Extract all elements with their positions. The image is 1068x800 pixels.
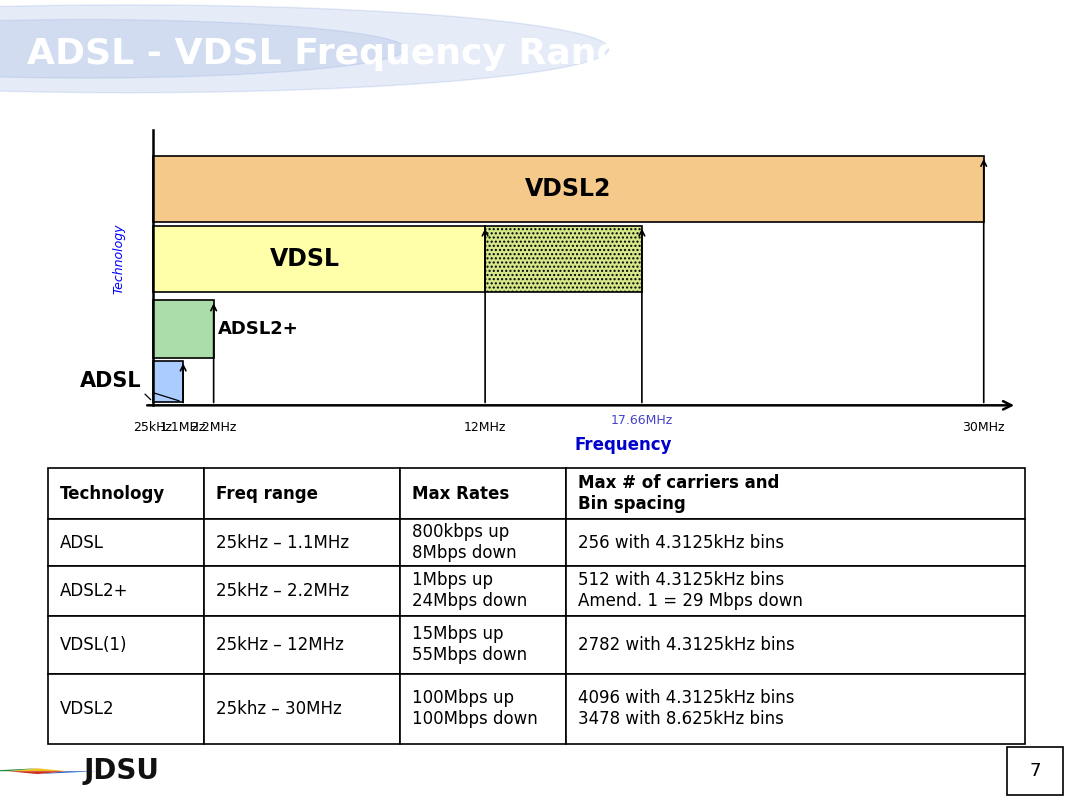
Bar bbox=[566, 674, 1025, 744]
Text: 2.2MHz: 2.2MHz bbox=[190, 422, 237, 434]
Text: 7: 7 bbox=[1030, 762, 1040, 780]
Text: Max Rates: Max Rates bbox=[411, 485, 508, 502]
Bar bbox=[566, 468, 1025, 519]
Text: ADSL2+: ADSL2+ bbox=[218, 320, 299, 338]
Text: 17.66MHz: 17.66MHz bbox=[611, 414, 673, 427]
Text: 25khz – 30MHz: 25khz – 30MHz bbox=[216, 700, 342, 718]
Text: 25kHz – 2.2MHz: 25kHz – 2.2MHz bbox=[216, 582, 349, 600]
Text: VDSL2: VDSL2 bbox=[60, 700, 114, 718]
Text: ADSL: ADSL bbox=[60, 534, 104, 551]
Text: 100Mbps up
100Mbps down: 100Mbps up 100Mbps down bbox=[411, 690, 537, 728]
Bar bbox=[204, 468, 399, 519]
Text: 12MHz: 12MHz bbox=[464, 422, 506, 434]
Bar bbox=[153, 226, 485, 292]
Bar bbox=[399, 519, 566, 566]
Text: Technology: Technology bbox=[60, 485, 166, 502]
Text: ADSL - VDSL Frequency Ranges & Rates: ADSL - VDSL Frequency Ranges & Rates bbox=[27, 37, 841, 70]
Bar bbox=[204, 674, 399, 744]
Bar bbox=[399, 674, 566, 744]
Text: JDSU: JDSU bbox=[83, 757, 159, 786]
Bar bbox=[399, 468, 566, 519]
Bar bbox=[48, 519, 204, 566]
Text: VDSL(1): VDSL(1) bbox=[60, 636, 127, 654]
Bar bbox=[48, 616, 204, 674]
Bar bbox=[399, 616, 566, 674]
Bar bbox=[153, 361, 184, 402]
Text: VDSL: VDSL bbox=[270, 246, 340, 270]
Text: 15Mbps up
55Mbps down: 15Mbps up 55Mbps down bbox=[411, 626, 527, 664]
Text: 800kbps up
8Mbps down: 800kbps up 8Mbps down bbox=[411, 523, 516, 562]
Bar bbox=[204, 566, 399, 616]
Polygon shape bbox=[37, 771, 97, 774]
Text: VDSL2: VDSL2 bbox=[525, 177, 611, 201]
Text: ADSL2+: ADSL2+ bbox=[60, 582, 128, 600]
Circle shape bbox=[0, 5, 609, 93]
Text: Freq range: Freq range bbox=[216, 485, 318, 502]
Bar bbox=[485, 226, 642, 292]
Text: 30MHz: 30MHz bbox=[962, 422, 1005, 434]
Bar bbox=[48, 566, 204, 616]
Text: 1Mbps up
24Mbps down: 1Mbps up 24Mbps down bbox=[411, 571, 527, 610]
Text: 25kHz – 12MHz: 25kHz – 12MHz bbox=[216, 636, 344, 654]
Polygon shape bbox=[7, 768, 67, 771]
Bar bbox=[48, 674, 204, 744]
Circle shape bbox=[0, 19, 406, 78]
Bar bbox=[153, 301, 214, 358]
Bar bbox=[566, 519, 1025, 566]
Text: 512 with 4.3125kHz bins
Amend. 1 = 29 Mbps down: 512 with 4.3125kHz bins Amend. 1 = 29 Mb… bbox=[578, 571, 802, 610]
Text: 25kHz – 1.1MHz: 25kHz – 1.1MHz bbox=[216, 534, 349, 551]
Text: 4096 with 4.3125kHz bins
3478 with 8.625kHz bins: 4096 with 4.3125kHz bins 3478 with 8.625… bbox=[578, 690, 795, 728]
Text: Frequency: Frequency bbox=[575, 436, 673, 454]
Bar bbox=[204, 519, 399, 566]
Bar bbox=[399, 566, 566, 616]
Polygon shape bbox=[0, 768, 37, 771]
Bar bbox=[204, 616, 399, 674]
Bar bbox=[566, 566, 1025, 616]
Bar bbox=[1007, 747, 1063, 795]
Bar bbox=[48, 468, 204, 519]
Text: 256 with 4.3125kHz bins: 256 with 4.3125kHz bins bbox=[578, 534, 784, 551]
Text: 25kHz: 25kHz bbox=[134, 422, 172, 434]
Bar bbox=[153, 156, 984, 222]
Bar bbox=[566, 616, 1025, 674]
Text: Technology: Technology bbox=[113, 223, 126, 294]
Text: ADSL: ADSL bbox=[80, 371, 142, 391]
Text: Max # of carriers and
Bin spacing: Max # of carriers and Bin spacing bbox=[578, 474, 779, 513]
Polygon shape bbox=[7, 771, 67, 774]
Text: 2782 with 4.3125kHz bins: 2782 with 4.3125kHz bins bbox=[578, 636, 795, 654]
Text: 1.1MHz: 1.1MHz bbox=[160, 422, 206, 434]
